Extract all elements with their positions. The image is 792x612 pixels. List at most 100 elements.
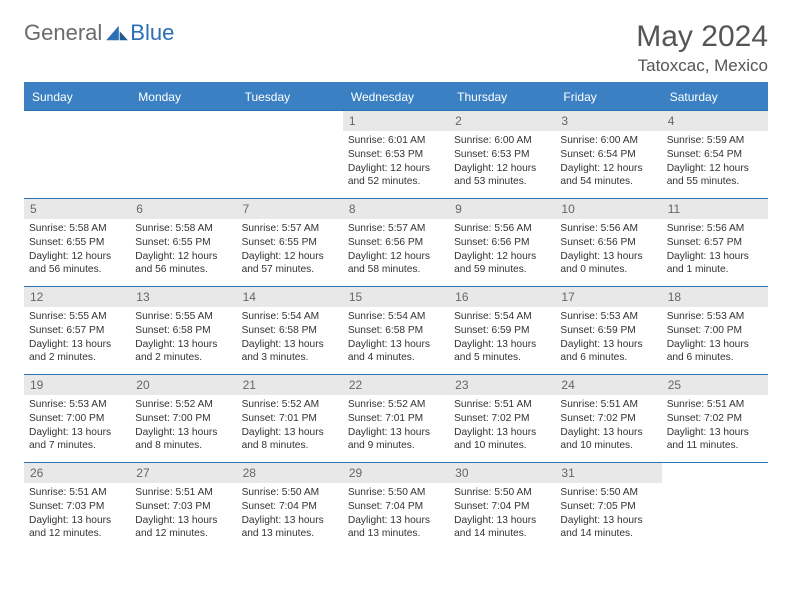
day-number: 5 bbox=[24, 199, 130, 219]
sunrise-line: Sunrise: 5:53 AM bbox=[667, 310, 763, 324]
day-cell: 10Sunrise: 5:56 AMSunset: 6:56 PMDayligh… bbox=[555, 198, 661, 286]
sunrise-line: Sunrise: 5:51 AM bbox=[667, 398, 763, 412]
empty-cell bbox=[130, 110, 236, 198]
sunrise-line: Sunrise: 6:01 AM bbox=[348, 134, 444, 148]
day-cell: 12Sunrise: 5:55 AMSunset: 6:57 PMDayligh… bbox=[24, 286, 130, 374]
day-number: 23 bbox=[449, 375, 555, 395]
day-body: Sunrise: 6:00 AMSunset: 6:53 PMDaylight:… bbox=[449, 131, 555, 194]
sunset-line: Sunset: 6:58 PM bbox=[135, 324, 231, 338]
sunrise-line: Sunrise: 5:54 AM bbox=[454, 310, 550, 324]
day-number: 18 bbox=[662, 287, 768, 307]
sunset-line: Sunset: 6:55 PM bbox=[29, 236, 125, 250]
daylight-line: Daylight: 13 hours and 0 minutes. bbox=[560, 250, 656, 278]
sunrise-line: Sunrise: 5:56 AM bbox=[560, 222, 656, 236]
day-cell: 2Sunrise: 6:00 AMSunset: 6:53 PMDaylight… bbox=[449, 110, 555, 198]
day-cell: 25Sunrise: 5:51 AMSunset: 7:02 PMDayligh… bbox=[662, 374, 768, 462]
day-body: Sunrise: 5:57 AMSunset: 6:55 PMDaylight:… bbox=[237, 219, 343, 282]
day-number: 16 bbox=[449, 287, 555, 307]
sunrise-line: Sunrise: 5:57 AM bbox=[348, 222, 444, 236]
day-cell: 14Sunrise: 5:54 AMSunset: 6:58 PMDayligh… bbox=[237, 286, 343, 374]
sunset-line: Sunset: 6:53 PM bbox=[454, 148, 550, 162]
empty-cell bbox=[237, 110, 343, 198]
day-cell: 4Sunrise: 5:59 AMSunset: 6:54 PMDaylight… bbox=[662, 110, 768, 198]
day-number: 31 bbox=[555, 463, 661, 483]
sunset-line: Sunset: 7:04 PM bbox=[454, 500, 550, 514]
sunrise-line: Sunrise: 5:51 AM bbox=[135, 486, 231, 500]
sunrise-line: Sunrise: 5:59 AM bbox=[667, 134, 763, 148]
day-body: Sunrise: 5:56 AMSunset: 6:56 PMDaylight:… bbox=[555, 219, 661, 282]
day-number: 27 bbox=[130, 463, 236, 483]
day-cell: 28Sunrise: 5:50 AMSunset: 7:04 PMDayligh… bbox=[237, 462, 343, 550]
sunset-line: Sunset: 7:04 PM bbox=[348, 500, 444, 514]
day-cell: 24Sunrise: 5:51 AMSunset: 7:02 PMDayligh… bbox=[555, 374, 661, 462]
sunset-line: Sunset: 6:53 PM bbox=[348, 148, 444, 162]
day-body: Sunrise: 5:51 AMSunset: 7:02 PMDaylight:… bbox=[555, 395, 661, 458]
sunset-line: Sunset: 6:54 PM bbox=[560, 148, 656, 162]
day-number: 30 bbox=[449, 463, 555, 483]
day-body: Sunrise: 5:58 AMSunset: 6:55 PMDaylight:… bbox=[24, 219, 130, 282]
daylight-line: Daylight: 13 hours and 10 minutes. bbox=[560, 426, 656, 454]
day-header: Wednesday bbox=[343, 84, 449, 110]
day-cell: 21Sunrise: 5:52 AMSunset: 7:01 PMDayligh… bbox=[237, 374, 343, 462]
day-number: 29 bbox=[343, 463, 449, 483]
day-body: Sunrise: 5:52 AMSunset: 7:00 PMDaylight:… bbox=[130, 395, 236, 458]
day-cell: 8Sunrise: 5:57 AMSunset: 6:56 PMDaylight… bbox=[343, 198, 449, 286]
sunrise-line: Sunrise: 5:51 AM bbox=[29, 486, 125, 500]
empty-cell bbox=[662, 462, 768, 550]
month-title: May 2024 bbox=[636, 20, 768, 54]
sail-icon bbox=[106, 24, 128, 42]
day-number: 25 bbox=[662, 375, 768, 395]
day-cell: 26Sunrise: 5:51 AMSunset: 7:03 PMDayligh… bbox=[24, 462, 130, 550]
daylight-line: Daylight: 13 hours and 14 minutes. bbox=[454, 514, 550, 542]
daylight-line: Daylight: 13 hours and 13 minutes. bbox=[348, 514, 444, 542]
sunset-line: Sunset: 6:55 PM bbox=[242, 236, 338, 250]
day-cell: 17Sunrise: 5:53 AMSunset: 6:59 PMDayligh… bbox=[555, 286, 661, 374]
day-number: 7 bbox=[237, 199, 343, 219]
sunrise-line: Sunrise: 5:52 AM bbox=[135, 398, 231, 412]
day-number: 1 bbox=[343, 111, 449, 131]
day-cell: 9Sunrise: 5:56 AMSunset: 6:56 PMDaylight… bbox=[449, 198, 555, 286]
day-body: Sunrise: 5:54 AMSunset: 6:58 PMDaylight:… bbox=[237, 307, 343, 370]
day-number: 26 bbox=[24, 463, 130, 483]
day-body: Sunrise: 5:56 AMSunset: 6:56 PMDaylight:… bbox=[449, 219, 555, 282]
sunrise-line: Sunrise: 5:58 AM bbox=[29, 222, 125, 236]
day-body: Sunrise: 5:51 AMSunset: 7:02 PMDaylight:… bbox=[662, 395, 768, 458]
brand-logo: General Blue bbox=[24, 20, 174, 46]
sunset-line: Sunset: 6:58 PM bbox=[242, 324, 338, 338]
day-number: 4 bbox=[662, 111, 768, 131]
sunrise-line: Sunrise: 5:50 AM bbox=[560, 486, 656, 500]
day-body: Sunrise: 5:54 AMSunset: 6:58 PMDaylight:… bbox=[343, 307, 449, 370]
daylight-line: Daylight: 13 hours and 11 minutes. bbox=[667, 426, 763, 454]
sunrise-line: Sunrise: 5:52 AM bbox=[348, 398, 444, 412]
day-body: Sunrise: 5:53 AMSunset: 6:59 PMDaylight:… bbox=[555, 307, 661, 370]
sunset-line: Sunset: 6:57 PM bbox=[29, 324, 125, 338]
daylight-line: Daylight: 13 hours and 8 minutes. bbox=[242, 426, 338, 454]
sunset-line: Sunset: 6:59 PM bbox=[560, 324, 656, 338]
sunrise-line: Sunrise: 5:56 AM bbox=[667, 222, 763, 236]
sunset-line: Sunset: 7:05 PM bbox=[560, 500, 656, 514]
daylight-line: Daylight: 13 hours and 5 minutes. bbox=[454, 338, 550, 366]
sunset-line: Sunset: 7:00 PM bbox=[29, 412, 125, 426]
day-body: Sunrise: 5:50 AMSunset: 7:04 PMDaylight:… bbox=[449, 483, 555, 546]
sunset-line: Sunset: 7:02 PM bbox=[667, 412, 763, 426]
daylight-line: Daylight: 13 hours and 4 minutes. bbox=[348, 338, 444, 366]
day-number: 6 bbox=[130, 199, 236, 219]
sunrise-line: Sunrise: 5:50 AM bbox=[348, 486, 444, 500]
day-header: Tuesday bbox=[237, 84, 343, 110]
sunrise-line: Sunrise: 6:00 AM bbox=[560, 134, 656, 148]
day-body: Sunrise: 5:55 AMSunset: 6:58 PMDaylight:… bbox=[130, 307, 236, 370]
day-cell: 6Sunrise: 5:58 AMSunset: 6:55 PMDaylight… bbox=[130, 198, 236, 286]
day-body: Sunrise: 5:50 AMSunset: 7:04 PMDaylight:… bbox=[237, 483, 343, 546]
day-header: Monday bbox=[130, 84, 236, 110]
day-body: Sunrise: 6:01 AMSunset: 6:53 PMDaylight:… bbox=[343, 131, 449, 194]
day-number: 15 bbox=[343, 287, 449, 307]
day-header: Sunday bbox=[24, 84, 130, 110]
daylight-line: Daylight: 13 hours and 1 minute. bbox=[667, 250, 763, 278]
empty-cell bbox=[24, 110, 130, 198]
sunrise-line: Sunrise: 5:58 AM bbox=[135, 222, 231, 236]
sunrise-line: Sunrise: 5:50 AM bbox=[242, 486, 338, 500]
day-body: Sunrise: 5:52 AMSunset: 7:01 PMDaylight:… bbox=[237, 395, 343, 458]
day-number: 19 bbox=[24, 375, 130, 395]
calendar-grid: SundayMondayTuesdayWednesdayThursdayFrid… bbox=[24, 84, 768, 550]
daylight-line: Daylight: 13 hours and 2 minutes. bbox=[29, 338, 125, 366]
